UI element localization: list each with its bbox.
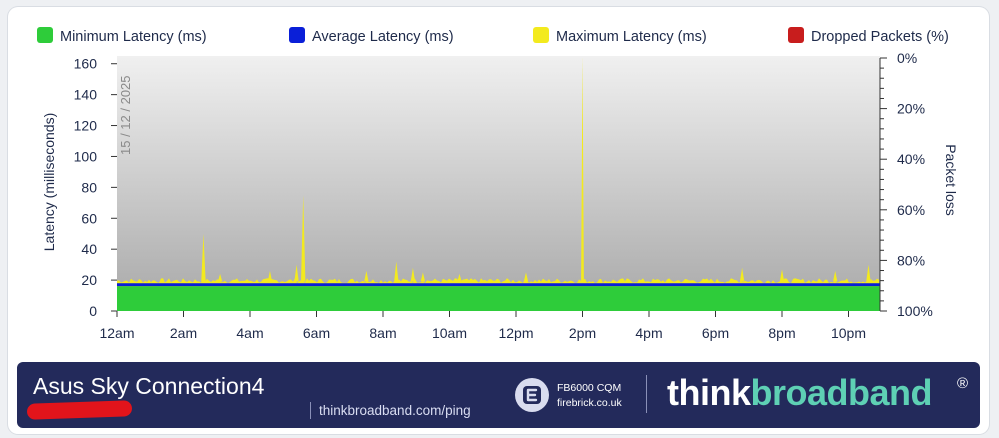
x-tick-label: 6am: [303, 325, 330, 341]
legend-label-avg: Average Latency (ms): [312, 29, 454, 45]
y-tick-label: 160: [74, 56, 98, 72]
y2-tick-label: 0%: [897, 50, 917, 66]
y2-axis-title: Packet loss: [943, 144, 959, 216]
max-latency-spike: [457, 273, 462, 282]
max-latency-spike: [217, 273, 223, 282]
y-tick-label: 100: [74, 148, 98, 164]
divider: [646, 375, 647, 413]
firebrick-logo-icon: [515, 378, 549, 412]
y-tick-label: 40: [81, 241, 97, 257]
max-latency-spike: [394, 261, 399, 282]
legend-label-min: Minimum Latency (ms): [60, 29, 207, 45]
y-tick-label: 120: [74, 118, 98, 134]
legend-swatch-dropped: [788, 27, 804, 43]
x-tick-label: 4pm: [635, 325, 662, 341]
legend: Minimum Latency (ms) Average Latency (ms…: [37, 27, 949, 45]
y-tick-label: 60: [81, 210, 97, 226]
latency-chart: Minimum Latency (ms) Average Latency (ms…: [37, 27, 959, 341]
y2-tick-label: 100%: [897, 303, 933, 319]
monitor-model: FB6000 CQM: [557, 382, 622, 394]
max-latency-spike: [267, 270, 273, 282]
x-tick-label: 6pm: [702, 325, 729, 341]
x-tick-label: 10am: [432, 325, 467, 341]
y2-tick-label: 80%: [897, 252, 925, 268]
max-latency-spike: [201, 233, 206, 282]
y-axis-left: 0 20 40 60 80 100 120 140 160: [74, 56, 117, 319]
x-tick-label: 12am: [99, 325, 134, 341]
series-layer: [117, 56, 880, 311]
footer-banner: Asus Sky Connection4 thinkbroadband.com/…: [17, 362, 980, 428]
y-axis-right: 0% 20% 40% 60% 80% 100%: [879, 50, 933, 319]
max-latency-spike: [410, 267, 416, 282]
max-latency-spike: [294, 264, 299, 282]
x-tick-label: 4am: [236, 325, 263, 341]
x-tick-label: 2am: [170, 325, 197, 341]
max-latency-spike: [301, 195, 306, 282]
y-tick-label: 0: [89, 303, 97, 319]
y2-tick-label: 40%: [897, 151, 925, 167]
max-latency-spike: [581, 56, 584, 282]
x-axis: 12am 2am 4am 6am 8am 10am 12pm 2pm 4pm 6pm 8pm 10pm: [99, 311, 866, 341]
y-tick-label: 140: [74, 87, 98, 103]
max-latency-spike: [420, 272, 426, 282]
thinkbroadband-logo: thinkbroadband: [667, 372, 932, 414]
max-latency-spike: [739, 267, 745, 282]
redaction-mark: [26, 400, 133, 420]
plot-area: [117, 56, 880, 311]
max-latency-spike: [779, 269, 785, 282]
y2-tick-label: 20%: [897, 101, 925, 117]
ping-url[interactable]: thinkbroadband.com/ping: [319, 403, 471, 418]
registered-mark: ®: [957, 375, 969, 392]
max-latency-spike: [523, 272, 529, 282]
legend-label-max: Maximum Latency (ms): [556, 29, 707, 45]
date-label: 15 / 12 / 2025: [118, 75, 133, 155]
avg-latency-line: [117, 283, 880, 287]
x-tick-label: 2pm: [569, 325, 596, 341]
divider: [310, 402, 311, 419]
legend-swatch-avg: [289, 27, 305, 43]
x-tick-label: 10pm: [831, 325, 866, 341]
max-latency-spike: [833, 270, 838, 282]
y-tick-label: 20: [81, 272, 97, 288]
legend-swatch-min: [37, 27, 53, 43]
min-latency-area: [117, 286, 880, 311]
x-tick-label: 8pm: [768, 325, 795, 341]
brand-think: think: [667, 372, 751, 413]
legend-swatch-max: [533, 27, 549, 43]
max-latency-spike: [364, 270, 369, 282]
x-tick-label: 8am: [369, 325, 396, 341]
connection-name: Asus Sky Connection4: [33, 373, 265, 399]
brand-broadband: broadband: [750, 372, 933, 413]
y2-tick-label: 60%: [897, 202, 925, 218]
max-latency-spike: [866, 264, 871, 282]
x-tick-label: 12pm: [498, 325, 533, 341]
monitor-site[interactable]: firebrick.co.uk: [557, 397, 622, 409]
y-axis-title: Latency (milliseconds): [41, 113, 57, 252]
y-tick-label: 80: [81, 179, 97, 195]
legend-label-dropped: Dropped Packets (%): [811, 29, 949, 45]
